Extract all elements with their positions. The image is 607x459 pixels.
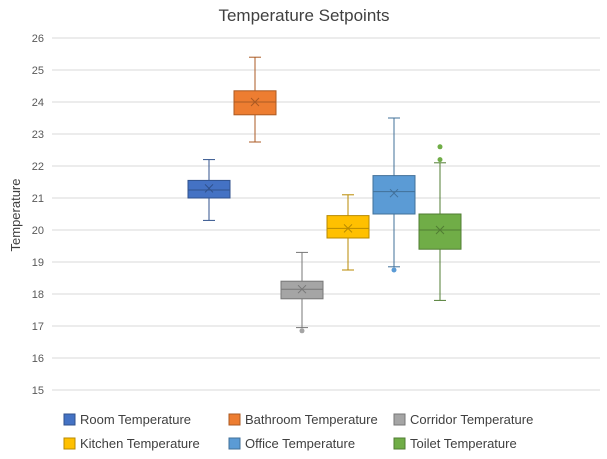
y-tick-label: 23: [32, 129, 44, 141]
mean-marker: [250, 97, 260, 107]
legend-item: Office Temperature: [228, 436, 355, 451]
box-corridor-temperature: [280, 251, 324, 334]
legend-item: Kitchen Temperature: [63, 436, 200, 451]
legend-label: Office Temperature: [245, 436, 355, 451]
y-tick-label: 24: [32, 97, 44, 109]
box-body: [326, 215, 370, 239]
legend-swatch: [63, 437, 76, 450]
box-kitchen-temperature: [326, 194, 370, 271]
box-bathroom-temperature: [233, 56, 277, 143]
box-room-temperature: [187, 159, 231, 221]
legend-swatch: [393, 413, 406, 426]
y-tick-label: 16: [32, 353, 44, 365]
box-body: [418, 213, 462, 250]
legend-label: Kitchen Temperature: [80, 436, 200, 451]
mean-marker: [204, 184, 214, 193]
legend-swatch: [228, 437, 241, 450]
y-tick-label: 18: [32, 289, 44, 301]
legend-item: Toilet Temperature: [393, 436, 517, 451]
outlier-point: [391, 267, 397, 273]
legend-label: Room Temperature: [80, 412, 191, 427]
legend-swatch: [393, 437, 406, 450]
box-body: [280, 280, 324, 300]
legend-label: Toilet Temperature: [410, 436, 517, 451]
legend-item: Room Temperature: [63, 412, 191, 427]
y-tick-label: 17: [32, 321, 44, 333]
mean-marker: [389, 188, 399, 198]
box-body: [372, 175, 416, 215]
boxes: [187, 56, 462, 334]
legend: Room Temperature Bathroom Temperature Corr…: [63, 412, 533, 451]
y-tick-label: 21: [32, 193, 44, 205]
legend-swatch: [63, 413, 76, 426]
box-body: [233, 90, 277, 116]
legend-label: Bathroom Temperature: [245, 412, 378, 427]
box-office-temperature: [372, 117, 416, 273]
box-toilet-temperature: [418, 144, 462, 301]
legend-swatch: [228, 413, 241, 426]
mean-marker: [343, 224, 353, 233]
outlier-point: [437, 144, 443, 150]
box-body: [187, 179, 231, 199]
y-tick-label: 25: [32, 65, 44, 77]
gridlines: [52, 37, 600, 391]
legend-item: Bathroom Temperature: [228, 412, 378, 427]
outlier-point: [299, 328, 305, 334]
y-tick-label: 26: [32, 33, 44, 45]
chart-title: Temperature Setpoints: [218, 6, 389, 25]
mean-marker: [435, 225, 445, 235]
y-tick-label: 22: [32, 161, 44, 173]
mean-marker: [297, 284, 307, 294]
y-tick-label: 20: [32, 225, 44, 237]
y-tick-label: 19: [32, 257, 44, 269]
y-axis-ticks: 15 16 17 18 19 20 21 22 23 24 25 26: [32, 33, 44, 397]
y-axis-label: Temperature: [8, 179, 23, 252]
legend-item: Corridor Temperature: [393, 412, 533, 427]
y-tick-label: 15: [32, 385, 44, 397]
legend-label: Corridor Temperature: [410, 412, 533, 427]
outlier-point: [437, 157, 443, 163]
